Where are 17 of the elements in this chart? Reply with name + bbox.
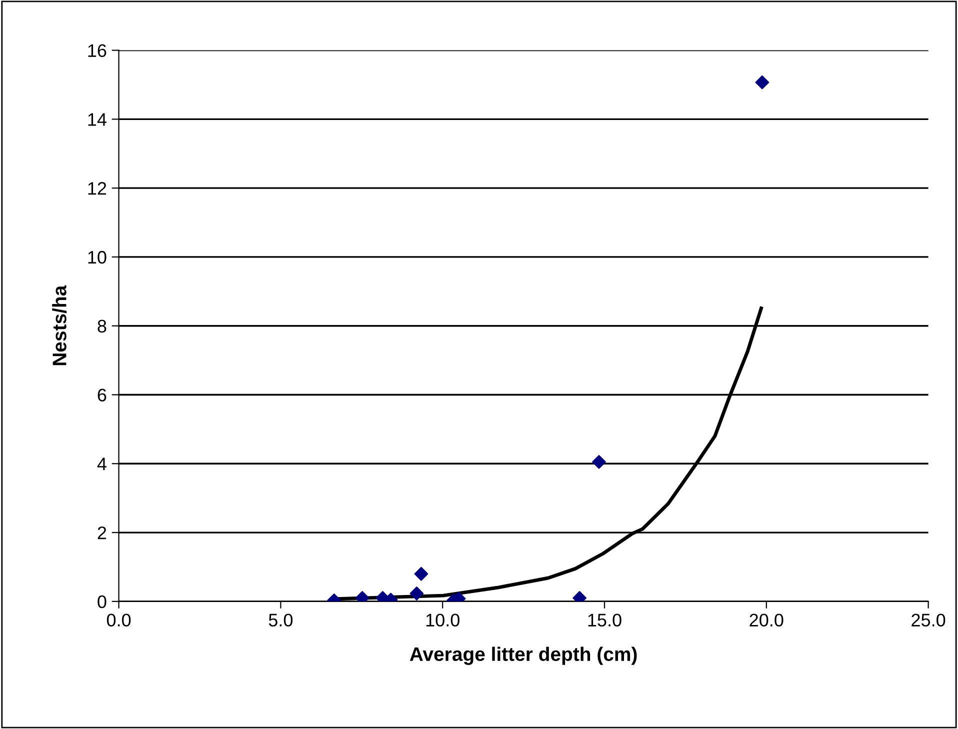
y-tick-label: 2 bbox=[98, 526, 106, 540]
y-tick-label: 4 bbox=[97, 458, 106, 470]
x-tick-label: 20.0 bbox=[750, 614, 784, 626]
x-tick-label: 15.0 bbox=[588, 614, 622, 626]
x-tick-label: 10.0 bbox=[426, 614, 460, 626]
y-tick-label: 12 bbox=[88, 182, 106, 195]
x-axis-title: Average litter depth (cm) bbox=[410, 646, 637, 665]
y-tick-label: 14 bbox=[88, 113, 106, 126]
x-tick-label: 0.0 bbox=[106, 614, 131, 626]
y-tick-label: 6 bbox=[98, 388, 106, 402]
y-axis-title: Nests/ha bbox=[52, 285, 67, 366]
x-tick-label: 25.0 bbox=[912, 614, 946, 626]
x-tick-label: 5.0 bbox=[268, 614, 293, 626]
y-tick-label: 8 bbox=[98, 320, 106, 333]
y-tick-label: 16 bbox=[88, 44, 106, 58]
y-tick-label: 10 bbox=[88, 250, 106, 264]
y-tick-label: 0 bbox=[98, 595, 106, 608]
